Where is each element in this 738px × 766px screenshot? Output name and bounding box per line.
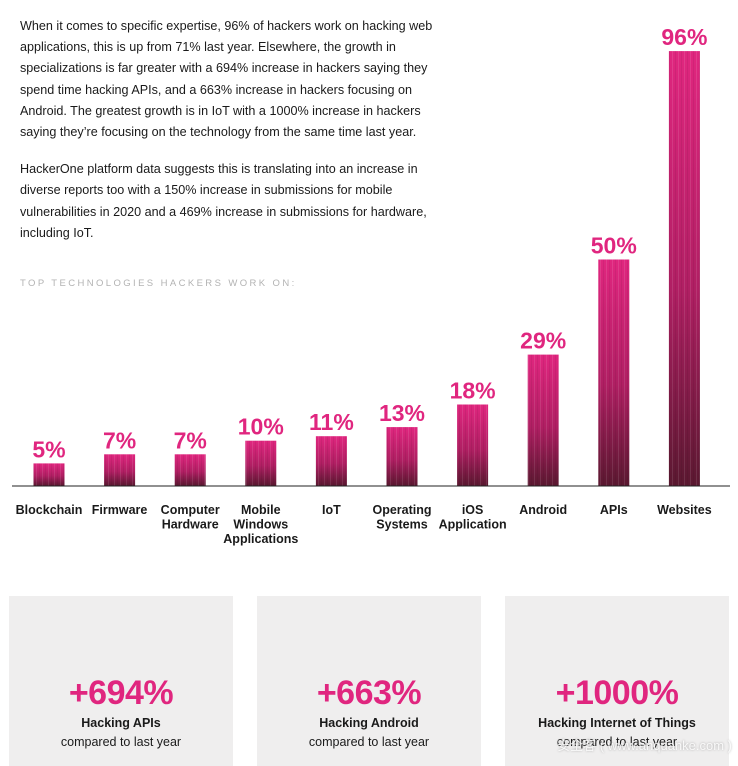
labels-group: 5% Blockchain 7% Firmware 7% Computer Hardware… bbox=[16, 24, 712, 546]
category-label: APIs bbox=[600, 503, 628, 517]
category-label-line: APIs bbox=[600, 503, 628, 517]
category-label-line: Operating bbox=[372, 503, 431, 517]
stat-sub: compared to last year bbox=[556, 735, 678, 749]
category-label-line: Applications bbox=[223, 532, 298, 546]
stat-label: Hacking APIs bbox=[81, 716, 161, 730]
category-label: Operating Systems bbox=[372, 503, 431, 532]
category-label: Blockchain bbox=[16, 503, 83, 517]
stat-label: Hacking Android bbox=[319, 716, 419, 730]
category-label: IoT bbox=[322, 503, 341, 517]
category-label-line: Windows bbox=[233, 518, 288, 532]
stat-sub: compared to last year bbox=[60, 735, 182, 749]
stat-value: +694% bbox=[68, 674, 174, 712]
category-label-line: Websites bbox=[657, 503, 712, 517]
bar-chart: 5% Blockchain 7% Firmware 7% Computer Hardware… bbox=[12, 24, 730, 546]
bar-value-label: 7% bbox=[103, 427, 136, 453]
category-label-line: Android bbox=[519, 503, 567, 517]
stat-value: +1000% bbox=[555, 674, 679, 712]
bar-texture bbox=[33, 463, 65, 487]
bar-value-label: 7% bbox=[174, 427, 207, 453]
category-label-line: Computer bbox=[161, 503, 220, 517]
bar-texture bbox=[668, 51, 700, 486]
bar-texture bbox=[174, 454, 206, 486]
stat-cards: +694% Hacking APIs compared to last year… bbox=[9, 596, 738, 766]
category-label-line: IoT bbox=[322, 503, 341, 517]
bar-value-label: 5% bbox=[32, 436, 65, 462]
bar-texture bbox=[386, 427, 418, 486]
bar-value-label: 18% bbox=[450, 378, 496, 404]
category-label-line: Firmware bbox=[92, 503, 148, 517]
bar-texture bbox=[104, 454, 136, 486]
bar-value-label: 96% bbox=[661, 24, 707, 50]
category-label: iOS Application bbox=[439, 503, 507, 532]
category-label-line: Blockchain bbox=[16, 503, 83, 517]
bar-texture bbox=[245, 440, 277, 486]
category-label: Computer Hardware bbox=[161, 503, 220, 532]
watermark: 安全客 ( www.anquanke.com ) bbox=[557, 738, 732, 753]
bar-value-label: 10% bbox=[238, 414, 284, 440]
intro-paragraph-2: HackerOne platform data suggests this is… bbox=[20, 162, 427, 240]
category-label: Firmware bbox=[92, 503, 148, 517]
stat-sub: compared to last year bbox=[308, 735, 430, 749]
bar-texture bbox=[527, 354, 559, 486]
bar-texture bbox=[315, 436, 347, 486]
category-label: Mobile Windows Applications bbox=[223, 503, 298, 546]
stat-card-android: +663% Hacking Android compared to last y… bbox=[257, 596, 481, 766]
bar-value-label: 11% bbox=[309, 409, 354, 435]
category-label: Websites bbox=[657, 503, 712, 517]
stat-card-iot: +1000% Hacking Internet of Things compar… bbox=[505, 596, 729, 766]
intro-paragraph-1: When it comes to specific expertise, 96%… bbox=[20, 19, 433, 140]
stat-value: +663% bbox=[316, 674, 422, 712]
bar-value-label: 29% bbox=[520, 328, 566, 354]
category-label-line: Mobile bbox=[241, 503, 281, 517]
category-label-line: Hardware bbox=[162, 518, 219, 532]
stat-card-apis: +694% Hacking APIs compared to last year bbox=[9, 596, 233, 766]
chart-title: TOP TECHNOLOGIES HACKERS WORK ON: bbox=[20, 278, 297, 289]
category-label: Android bbox=[519, 503, 567, 517]
stat-label: Hacking Internet of Things bbox=[538, 716, 696, 730]
intro-text: When it comes to specific expertise, 96%… bbox=[20, 16, 450, 260]
category-label-line: iOS bbox=[462, 503, 484, 517]
bar-texture bbox=[598, 259, 630, 486]
bar-texture bbox=[457, 404, 489, 486]
bars-group bbox=[33, 51, 700, 487]
category-label-line: Application bbox=[439, 518, 507, 532]
bar-value-label: 13% bbox=[379, 400, 425, 426]
bar-value-label: 50% bbox=[591, 233, 637, 259]
category-label-line: Systems bbox=[376, 518, 427, 532]
